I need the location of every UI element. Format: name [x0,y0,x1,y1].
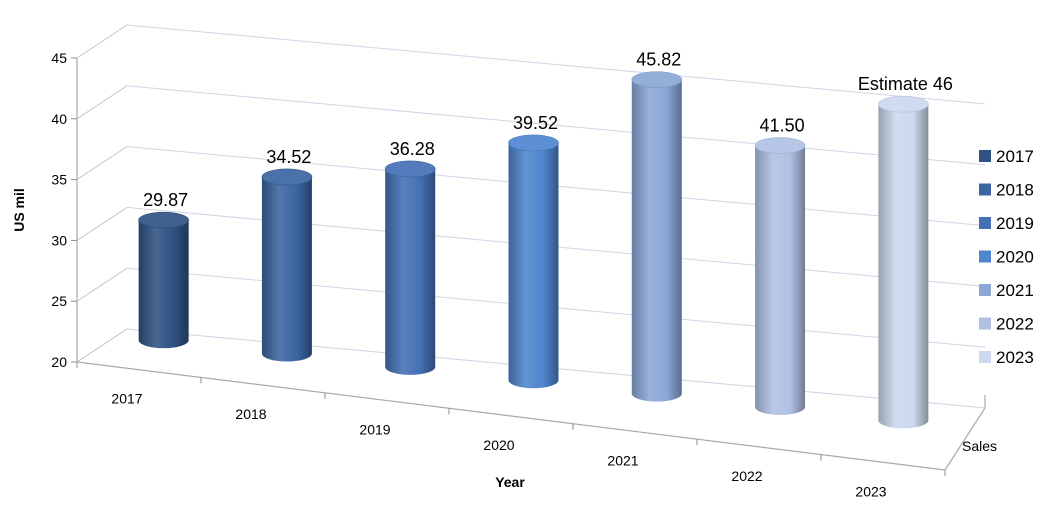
gridline-45-side [76,24,128,59]
x-tick-label: 2017 [111,391,142,407]
bar-top [384,160,436,178]
bar-top [878,95,929,113]
legend-swatch [979,284,991,296]
legend-label: 2020 [996,248,1034,267]
legend-swatch [979,351,991,363]
bar-top [508,134,559,152]
data-label: Estimate 46 [858,74,953,94]
data-label: 34.52 [266,147,311,167]
bar-2019 [384,160,436,375]
data-label: 41.50 [760,116,805,136]
bar-2021 [631,71,683,402]
x-tick-label: 2022 [731,468,762,484]
bar-top [631,71,683,88]
legend-label: 2022 [996,315,1034,334]
legend-label: 2021 [996,281,1034,300]
bar-top [261,168,313,186]
gridline-25-side [76,267,128,302]
bars [138,71,929,429]
gridline-20-side [76,328,128,363]
legend-swatch [979,217,991,229]
bar-body [631,79,682,402]
data-label: 36.28 [390,139,435,159]
legend-label: 2023 [996,348,1034,367]
x-tick-label: 2023 [855,483,886,499]
bar-body [261,176,312,362]
bar-2020 [508,134,559,389]
data-labels: 29.87 34.52 36.28 39.52 45.82 41.50 Estimate 4… [143,50,953,211]
y-tick-label: 25 [51,293,67,309]
bar-body [755,145,806,415]
y-tick-label: 20 [51,354,67,370]
legend: 2017 2018 2019 2020 2021 2022 2023 [979,147,1034,367]
data-label: 39.52 [513,113,558,133]
legend-label: 2018 [996,181,1034,200]
legend-swatch [979,317,991,330]
gridline-30-side [76,206,128,241]
legend-swatch [979,183,991,196]
depth-axis-label: Sales [962,438,997,454]
gridline-40 [126,85,986,166]
y-tick-label: 40 [51,111,67,127]
bar-2022 [754,137,806,415]
bar-body [508,142,559,389]
legend-swatch [979,150,991,162]
x-tick-label: 2018 [235,406,266,422]
y-tick-label: 45 [51,50,67,66]
y-tick-label: 30 [51,232,67,248]
bar-2017 [138,211,189,349]
x-tick-label: 2020 [483,437,514,453]
x-tick-label: 2021 [607,452,638,468]
legend-label: 2017 [996,147,1034,166]
bar-body [138,220,189,349]
bar-body [385,168,436,375]
bar-top [138,211,189,229]
x-tick-label: 2019 [359,422,390,438]
legend-label: 2019 [996,214,1034,233]
y-tick-labels: 20 25 30 35 40 45 [51,50,67,370]
gridline-40-side [76,85,128,120]
gridline-45 [126,24,986,105]
bar-2018 [261,168,313,362]
data-label: 29.87 [143,190,188,210]
legend-swatch [979,250,991,263]
y-axis-title: US mil [11,188,27,232]
x-tick-labels: 2017 2018 2019 2020 2021 2022 2023 [76,362,946,499]
bar-body [878,104,929,429]
x-axis-title: Year [495,474,525,490]
y-tick-label: 35 [51,172,67,188]
bar-top [754,137,806,154]
gridline-35-side [76,146,128,181]
bar-2023 [878,95,929,429]
data-label: 45.82 [636,50,681,70]
